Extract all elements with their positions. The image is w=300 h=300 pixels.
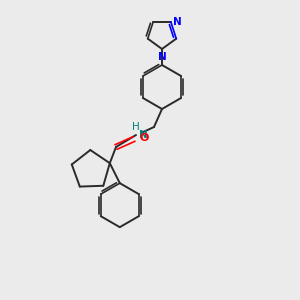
Text: O: O — [139, 133, 148, 143]
Text: N: N — [139, 130, 147, 140]
Text: H: H — [132, 122, 140, 132]
Text: N: N — [173, 17, 182, 27]
Text: N: N — [158, 52, 166, 62]
